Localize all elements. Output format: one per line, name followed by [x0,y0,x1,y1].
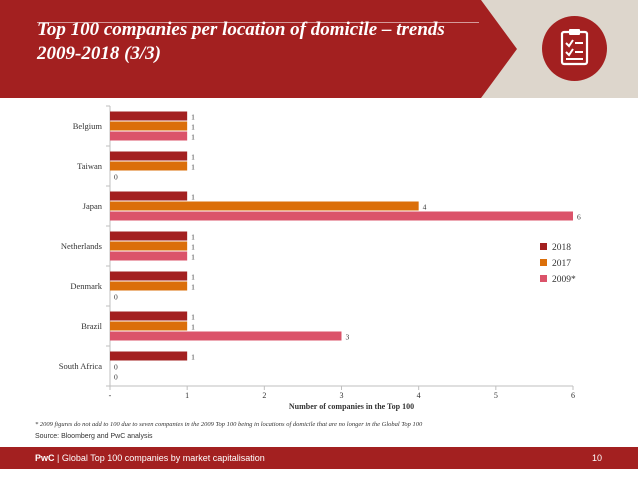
bar [110,151,188,161]
bar [110,281,188,291]
bar [110,241,188,251]
bar [110,331,342,341]
category-label: Taiwan [77,161,103,171]
data-label: 0 [114,363,118,372]
legend-label: 2017 [552,259,571,269]
x-axis-title: Number of companies in the Top 100 [289,402,414,411]
legend-swatch [540,275,547,282]
data-label: 1 [191,273,195,282]
x-tick-label: 3 [340,391,344,400]
bar [110,161,188,171]
category-label: South Africa [59,361,102,371]
bar [110,131,188,141]
data-label: 1 [191,253,195,262]
title-rule [37,22,479,23]
footer-title: Global Top 100 companies by market capit… [61,453,265,463]
bar-chart: Belgium111Taiwan110Japan146Netherlands11… [59,105,581,411]
x-tick-label: 2 [262,391,266,400]
bar [110,211,573,221]
data-label: 1 [191,243,195,252]
page-title: Top 100 companies per location of domici… [37,19,445,64]
source-note: Source: Bloomberg and PwC analysis [35,433,153,440]
footer-bar: PwC | Global Top 100 companies by market… [0,447,638,469]
legend-label: 2018 [552,243,571,253]
data-label: 1 [191,113,195,122]
footer-text: PwC | Global Top 100 companies by market… [35,453,265,463]
bar [110,191,188,201]
header-panel: Top 100 companies per location of domici… [0,0,638,98]
bar [110,321,188,331]
x-tick-label: - [109,391,112,400]
bar [110,121,188,131]
footer-brand: PwC [35,453,55,463]
data-label: 1 [191,163,195,172]
data-label: 1 [191,283,195,292]
data-label: 1 [191,153,195,162]
data-label: 0 [114,173,118,182]
bar [110,251,188,261]
header-shape [0,0,517,98]
data-label: 1 [191,133,195,142]
data-label: 1 [191,353,195,362]
x-tick-label: 4 [417,391,421,400]
footer-separator: | [54,453,62,463]
legend-label: 2009* [552,275,576,285]
category-label: Denmark [70,281,102,291]
x-tick-label: 1 [185,391,189,400]
bar [110,201,419,211]
category-label: Japan [83,201,103,211]
bar [110,271,188,281]
clipboard-checklist-icon [542,16,607,81]
data-label: 1 [191,193,195,202]
data-label: 0 [114,293,118,302]
data-label: 4 [423,203,427,212]
footnote: * 2009 figures do not add to 100 due to … [35,421,423,428]
data-label: 1 [191,233,195,242]
data-label: 3 [346,333,350,342]
data-label: 1 [191,313,195,322]
bar [110,231,188,241]
x-tick-label: 6 [571,391,575,400]
x-tick-label: 5 [494,391,498,400]
bar [110,111,188,121]
category-label: Belgium [73,121,103,131]
data-label: 1 [191,323,195,332]
data-label: 6 [577,213,581,222]
data-label: 1 [191,123,195,132]
legend-swatch [540,243,547,250]
category-label: Netherlands [61,241,102,251]
page-number: 10 [591,453,602,463]
category-label: Brazil [81,321,102,331]
bar [110,311,188,321]
bar [110,351,188,361]
data-label: 0 [114,373,118,382]
legend-swatch [540,259,547,266]
